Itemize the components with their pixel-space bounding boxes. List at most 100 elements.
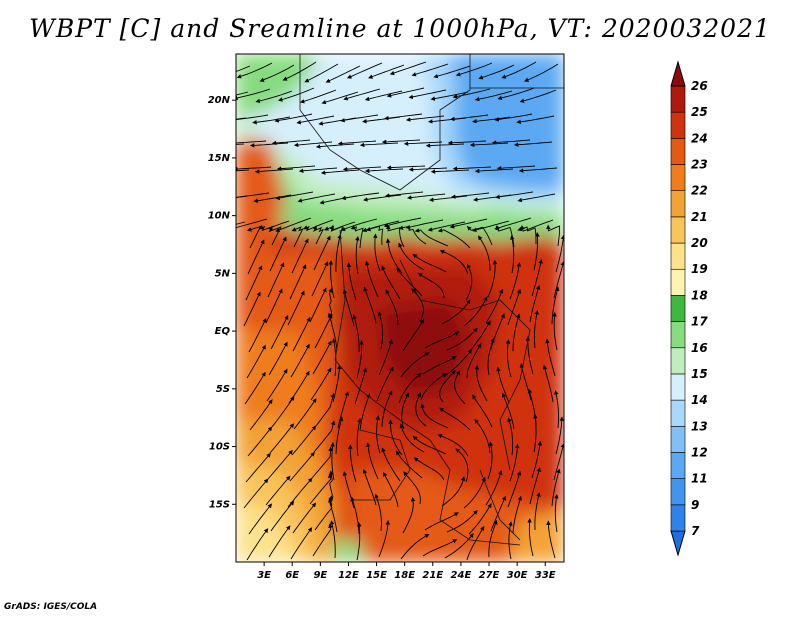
streamline bbox=[463, 296, 488, 327]
streamline bbox=[348, 444, 357, 483]
streamline bbox=[417, 272, 445, 299]
colorbar-box bbox=[670, 399, 686, 427]
streamline bbox=[275, 217, 312, 232]
streamline bbox=[258, 220, 290, 231]
streamline bbox=[236, 166, 272, 172]
streamline bbox=[236, 114, 269, 121]
streamline bbox=[359, 142, 399, 148]
streamline bbox=[403, 471, 421, 505]
streamline bbox=[507, 470, 522, 508]
streamline bbox=[507, 417, 514, 456]
streamline bbox=[354, 367, 368, 405]
streamline bbox=[342, 289, 355, 327]
streamline bbox=[359, 393, 371, 431]
streamline bbox=[247, 426, 273, 457]
streamline bbox=[494, 217, 532, 230]
lon-axis: 3E 6E 9E 12E 15E 18E 21E 24E 27E 30E 33E bbox=[257, 562, 556, 581]
streamline bbox=[510, 234, 515, 274]
colorbar-level-label: 22 bbox=[691, 184, 708, 198]
streamline bbox=[270, 314, 289, 350]
streamline bbox=[342, 166, 382, 172]
streamline bbox=[507, 288, 522, 326]
lon-tick-label: 6E bbox=[285, 570, 299, 581]
colorbar-level-label: 26 bbox=[691, 79, 708, 93]
streamline bbox=[518, 167, 558, 173]
streamline bbox=[414, 228, 449, 247]
streamline bbox=[385, 289, 399, 326]
streamline bbox=[413, 457, 445, 481]
streamline bbox=[249, 399, 273, 431]
streamline bbox=[545, 338, 556, 377]
streamline bbox=[236, 169, 250, 172]
streamline bbox=[485, 288, 504, 324]
streamline bbox=[304, 63, 339, 83]
streamline bbox=[408, 89, 447, 100]
colorbar-level-label: 13 bbox=[691, 419, 708, 433]
streamline bbox=[293, 141, 333, 148]
streamline bbox=[554, 389, 560, 429]
streamline bbox=[342, 471, 355, 509]
streamline bbox=[309, 473, 333, 505]
streamline bbox=[554, 493, 559, 533]
streamline bbox=[268, 525, 291, 558]
colorbar-box bbox=[670, 504, 686, 532]
streamline bbox=[244, 371, 266, 405]
colorbar-level-label: 19 bbox=[691, 262, 708, 276]
streamline bbox=[400, 352, 430, 378]
streamline bbox=[424, 512, 459, 531]
streamline bbox=[454, 370, 466, 405]
streamline bbox=[381, 447, 401, 482]
streamline bbox=[405, 115, 445, 122]
streamline bbox=[341, 192, 380, 201]
streamline bbox=[496, 366, 510, 404]
colorbar-box bbox=[670, 295, 686, 322]
streamline bbox=[396, 267, 423, 297]
streamline bbox=[463, 476, 486, 509]
streamline bbox=[495, 191, 534, 200]
streamline bbox=[437, 434, 469, 457]
streamline bbox=[517, 226, 537, 244]
streamline bbox=[350, 496, 360, 535]
streamline bbox=[399, 423, 425, 453]
streamline bbox=[270, 500, 295, 532]
streamline bbox=[364, 90, 403, 102]
colorbar-level-label: 9 bbox=[691, 498, 699, 512]
streamline bbox=[314, 313, 333, 349]
streamline bbox=[271, 139, 311, 146]
streamline bbox=[287, 290, 305, 326]
streamline bbox=[519, 89, 557, 103]
streamline bbox=[455, 62, 493, 77]
streamline bbox=[291, 238, 309, 274]
streamline bbox=[441, 476, 466, 507]
streamline bbox=[337, 140, 377, 146]
colorbar-box bbox=[670, 347, 686, 375]
colorbar-level-label: 23 bbox=[691, 158, 708, 172]
streamline bbox=[551, 286, 560, 325]
colorbar-box bbox=[670, 85, 686, 113]
lon-tick-label: 18E bbox=[394, 570, 415, 581]
streamline bbox=[546, 224, 560, 247]
lon-tick-label: 24E bbox=[451, 570, 472, 581]
streamline bbox=[346, 62, 383, 79]
streamline bbox=[444, 533, 474, 559]
streamline bbox=[529, 467, 541, 505]
streamline bbox=[246, 225, 262, 249]
colorbar-box bbox=[670, 373, 686, 401]
lat-tick-label: 5S bbox=[216, 384, 230, 395]
streamline bbox=[517, 193, 556, 203]
colorbar-level-label: 17 bbox=[691, 315, 708, 329]
colorbar-box bbox=[670, 216, 686, 244]
streamline bbox=[378, 520, 391, 558]
streamline bbox=[340, 114, 379, 123]
streamline bbox=[311, 261, 329, 297]
streamline bbox=[275, 191, 314, 201]
lat-axis: 20N 15N 10N 5N EQ 5S 10S 15S bbox=[208, 95, 236, 510]
streamline bbox=[531, 440, 543, 479]
streamline bbox=[268, 341, 288, 376]
streamline bbox=[555, 234, 564, 273]
streamline bbox=[328, 496, 338, 533]
country-borders bbox=[299, 54, 564, 546]
colorbar-box bbox=[670, 425, 686, 453]
colorbar-top-arrow bbox=[670, 60, 686, 87]
lat-tick-label: 10N bbox=[208, 211, 231, 222]
